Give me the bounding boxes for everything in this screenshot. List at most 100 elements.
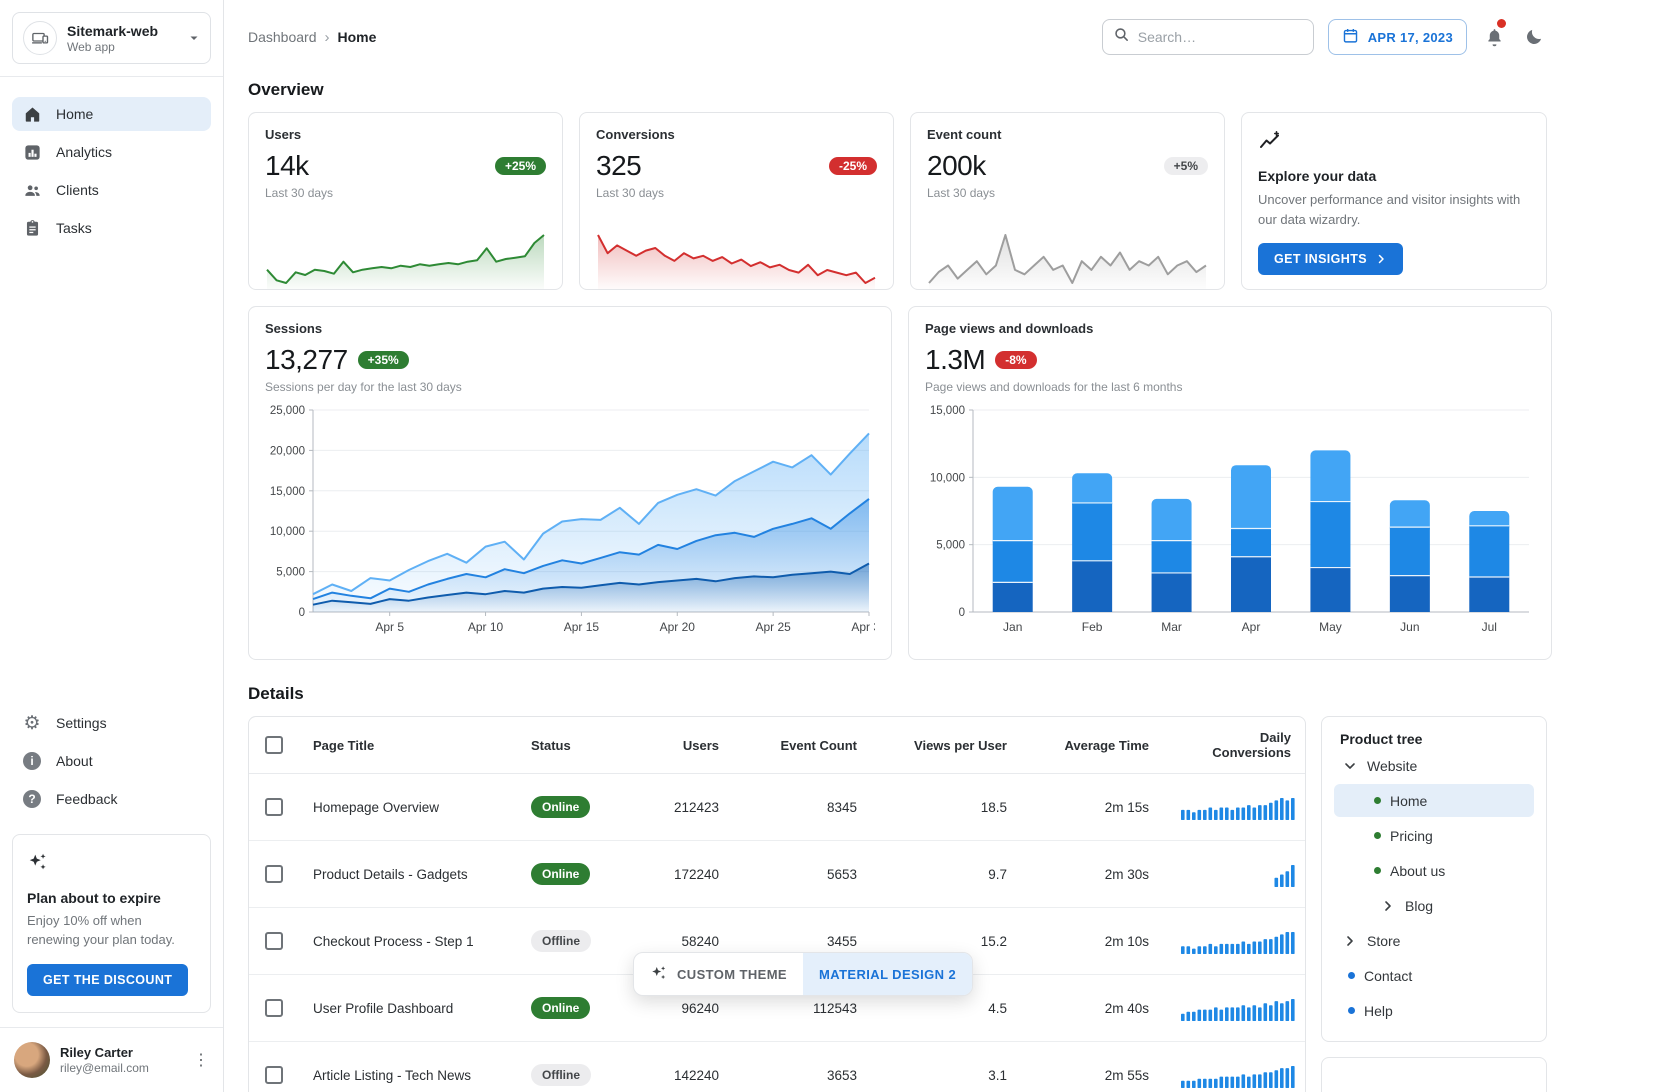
chevron-right-icon (1378, 254, 1384, 264)
user-avatar (14, 1042, 50, 1078)
row-checkbox[interactable] (265, 999, 283, 1017)
stat-card[interactable]: Conversions 325 -25% Last 30 days (579, 112, 894, 290)
select-all-checkbox[interactable] (265, 736, 283, 754)
stat-card[interactable]: Event count 200k +5% Last 30 days (910, 112, 1225, 290)
status-badge: Offline (531, 930, 591, 952)
notification-badge (1497, 19, 1506, 28)
home-icon (22, 104, 42, 124)
promo-title: Explore your data (1258, 168, 1377, 184)
row-checkbox[interactable] (265, 865, 283, 883)
tree-item[interactable]: Website (1334, 749, 1534, 782)
tree-dot-icon (1374, 797, 1381, 804)
tree-item[interactable]: Blog (1334, 889, 1534, 922)
plan-title: Plan about to expire (27, 890, 161, 907)
table-row[interactable]: Article Listing - Tech News Offline 1422… (249, 1041, 1305, 1092)
insights-icon (1258, 131, 1282, 157)
tree-dot-icon (1348, 1007, 1355, 1014)
get-insights-button[interactable]: GET INSIGHTS (1258, 243, 1404, 275)
sidebar-nav-item[interactable]: i About (12, 744, 211, 778)
divider (0, 1027, 223, 1028)
dark-mode-toggle[interactable] (1521, 24, 1547, 50)
user-profile: Riley Carter riley@email.com ⋮ (0, 1028, 223, 1092)
gear-icon: ⚙ (23, 712, 41, 734)
daily-conversions-sparkline (1181, 999, 1297, 1021)
date-picker-button[interactable]: APR 17, 2023 (1327, 19, 1467, 55)
daily-conversions-sparkline (1181, 865, 1297, 887)
sidebar-nav-item[interactable]: Analytics (12, 135, 211, 169)
explore-data-card: Explore your data Uncover performance an… (1241, 112, 1547, 290)
trend-chip: +5% (1163, 157, 1208, 175)
notifications-button[interactable] (1481, 19, 1507, 50)
row-checkbox[interactable] (265, 798, 283, 816)
next-card-stub (1321, 1057, 1547, 1092)
sidebar-nav-item[interactable]: Tasks (12, 211, 211, 245)
svg-text:5,000: 5,000 (276, 567, 305, 579)
tree-item[interactable]: Help (1334, 994, 1534, 1027)
calendar-icon (1342, 27, 1359, 47)
svg-text:Apr 10: Apr 10 (468, 620, 504, 634)
table-row[interactable]: Homepage Overview Online 212423 8345 18.… (249, 773, 1305, 841)
trend-chip: +35% (357, 351, 409, 369)
trend-chip: -25% (828, 157, 877, 175)
tree-item[interactable]: Pricing (1334, 819, 1534, 852)
sessions-area-chart[interactable]: 0 5,000 10,000 15,000 20,000 25,000 Apr 5 Apr 1… (265, 402, 875, 638)
info-icon: i (22, 751, 42, 771)
svg-text:0: 0 (299, 607, 305, 619)
svg-text:Mar: Mar (1161, 620, 1182, 634)
devices-icon (23, 21, 57, 55)
app-type: Web app (67, 39, 115, 54)
plan-expiry-card: Plan about to expire Enjoy 10% off when … (12, 834, 211, 1013)
workspace-selector[interactable]: Sitemark-web Web app (12, 12, 211, 64)
tree-item[interactable]: Store (1334, 924, 1534, 957)
theme-switcher: CUSTOM THEME MATERIAL DESIGN 2 (633, 952, 974, 996)
help-icon: ? (22, 789, 42, 809)
sidebar-nav-item[interactable]: ? Feedback (12, 782, 211, 816)
row-checkbox[interactable] (265, 932, 283, 950)
search-input[interactable] (1137, 29, 1303, 45)
breadcrumb-separator: › (324, 28, 330, 46)
sparkline-chart (596, 200, 877, 289)
primary-nav: Home Analytics Clients Tasks (0, 77, 223, 253)
svg-text:20,000: 20,000 (270, 445, 305, 457)
divider (0, 76, 223, 77)
svg-text:15,000: 15,000 (930, 405, 965, 417)
svg-text:Apr: Apr (1242, 620, 1261, 634)
charts-row: Sessions 13,277 +35% Sessions per day fo… (248, 306, 1552, 660)
tree-dot-icon (1348, 972, 1355, 979)
sidebar-nav-item[interactable]: Clients (12, 173, 211, 207)
pageviews-bar-chart[interactable]: 0 5,000 10,000 15,000 Jan Feb Mar Apr May Jun Jul (925, 402, 1535, 638)
stat-card[interactable]: Users 14k +25% Last 30 days (248, 112, 563, 290)
sparkline-chart (265, 200, 546, 289)
app-name: Sitemark-web (67, 22, 159, 39)
breadcrumb: Dashboard › Home (248, 29, 376, 46)
svg-text:Apr 30: Apr 30 (851, 620, 875, 634)
tasks-icon (22, 218, 42, 238)
details-table-card: Page Title Status Users Event Count View… (248, 716, 1306, 1092)
secondary-nav: ⚙ Settings i About ? Feedback (0, 698, 223, 824)
tree-item[interactable]: About us (1334, 854, 1534, 887)
sidebar: Sitemark-web Web app Home Analytics (0, 0, 224, 1092)
user-name: Riley Carter (60, 1045, 133, 1060)
user-menu-icon[interactable]: ⋮ (193, 1052, 209, 1069)
material-design-2-button[interactable]: MATERIAL DESIGN 2 (803, 953, 973, 995)
details-table: Page Title Status Users Event Count View… (249, 717, 1305, 1092)
breadcrumb-root[interactable]: Dashboard (248, 29, 317, 45)
sidebar-nav-item[interactable]: ⚙ Settings (23, 712, 107, 734)
sidebar-nav-item[interactable]: Home (12, 97, 211, 131)
get-discount-button[interactable]: GET THE DISCOUNT (27, 964, 189, 996)
daily-conversions-sparkline (1181, 1066, 1297, 1088)
svg-text:Apr 20: Apr 20 (660, 620, 696, 634)
table-row[interactable]: Product Details - Gadgets Online 172240 … (249, 840, 1305, 908)
sessions-chart-card: Sessions 13,277 +35% Sessions per day fo… (248, 306, 892, 660)
product-tree-card: Product tree Website (1321, 716, 1547, 1042)
tree-item[interactable]: Home (1334, 784, 1534, 817)
tree-item[interactable]: Contact (1334, 959, 1534, 992)
row-checkbox[interactable] (265, 1066, 283, 1084)
svg-text:Apr 25: Apr 25 (755, 620, 791, 634)
svg-text:May: May (1319, 620, 1342, 634)
sparkline-chart (927, 200, 1208, 289)
custom-theme-button[interactable]: CUSTOM THEME (634, 953, 803, 995)
status-badge: Offline (531, 1064, 591, 1086)
topbar: Dashboard › Home (248, 18, 1547, 56)
